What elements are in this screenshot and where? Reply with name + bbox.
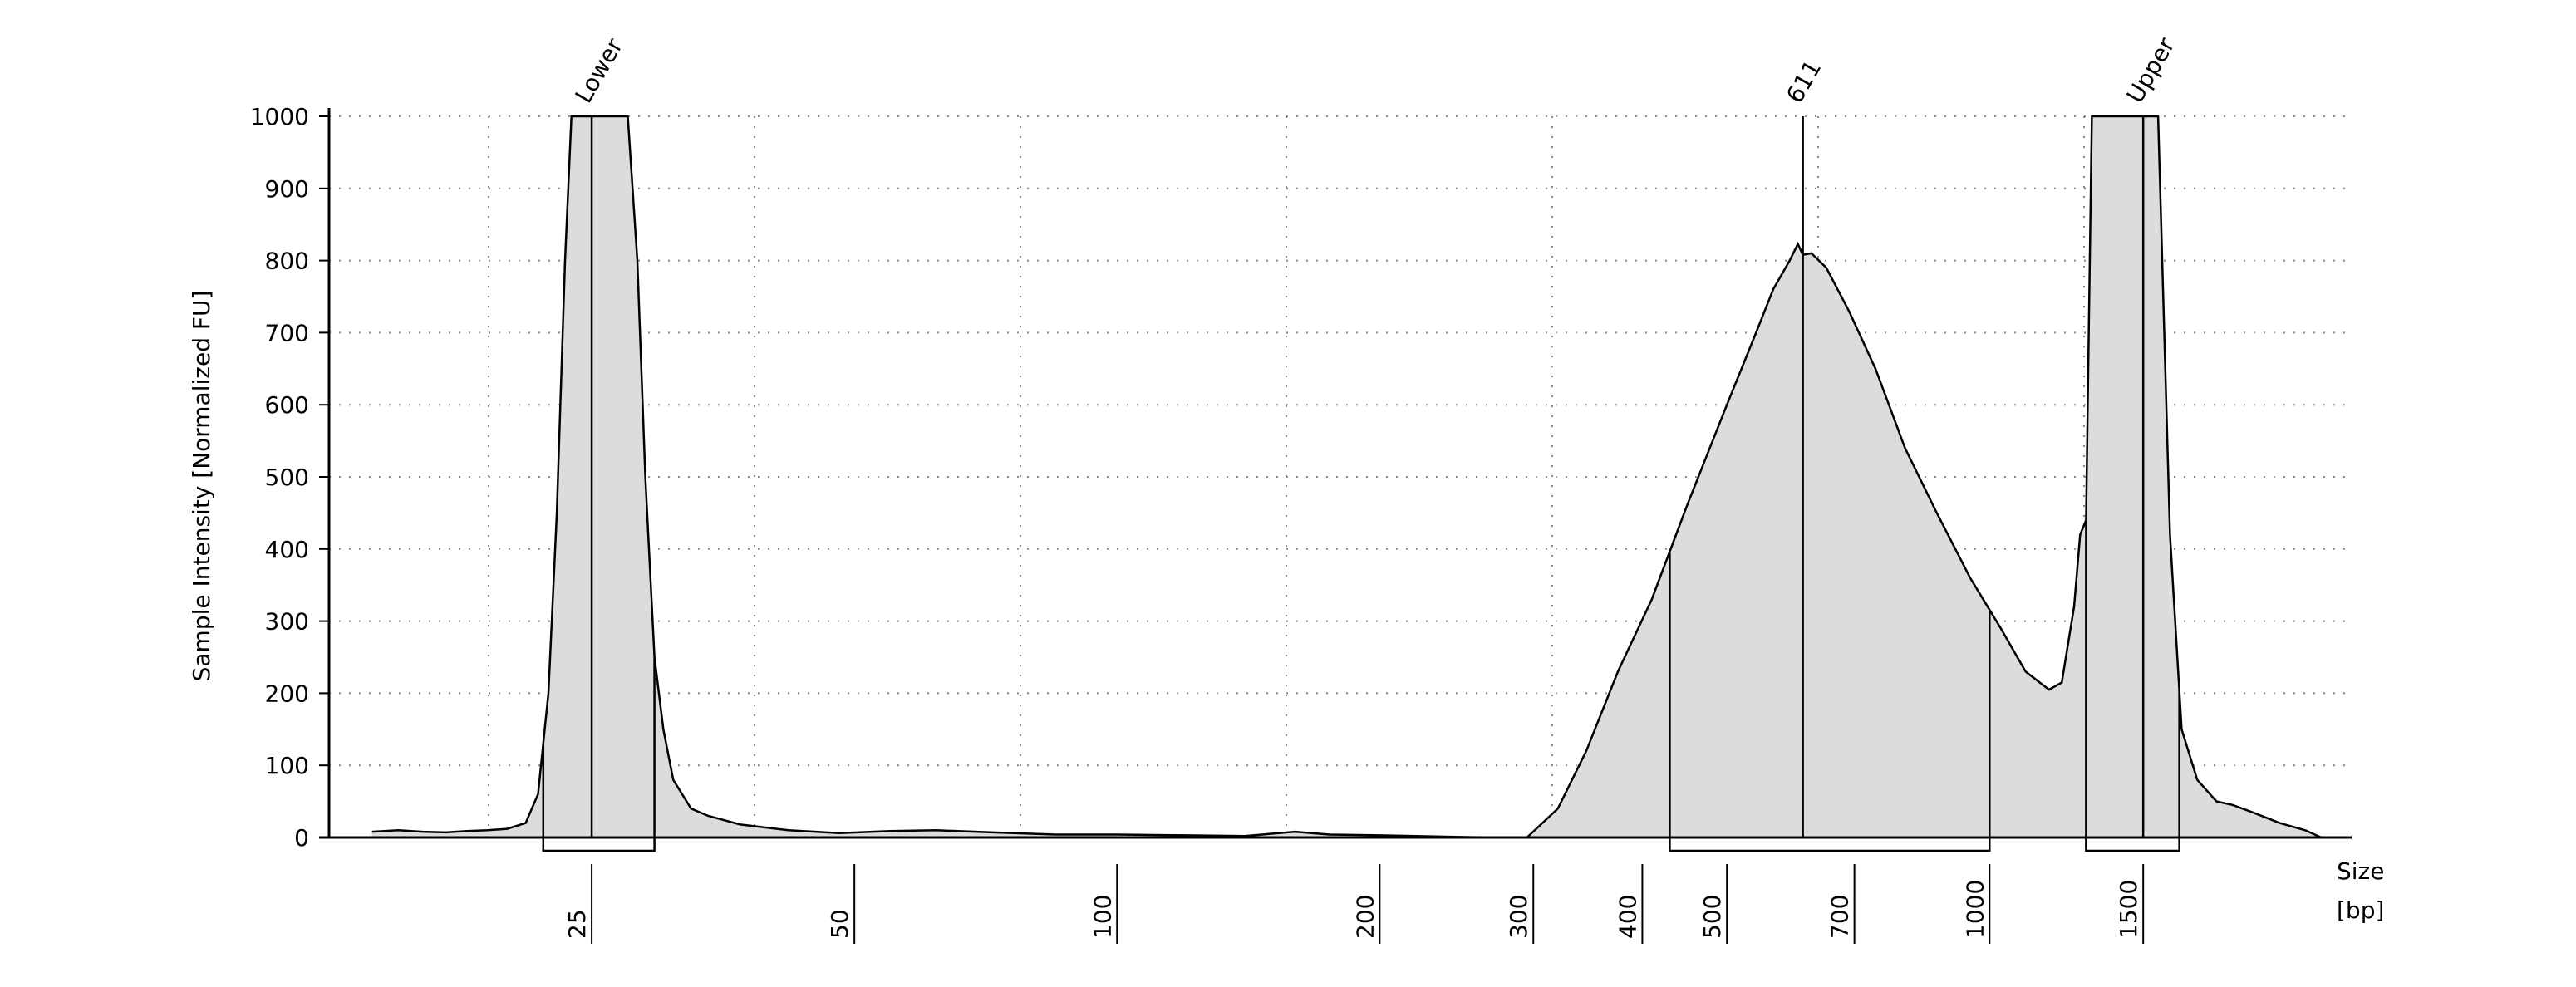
y-tick-label: 1000 <box>250 103 309 130</box>
x-tick-label: 400 <box>1614 895 1641 939</box>
y-tick-label: 500 <box>265 464 309 491</box>
peak-marker-label: 611 <box>1781 56 1826 108</box>
y-tick-label: 0 <box>294 824 309 852</box>
y-tick-label: 600 <box>265 391 309 419</box>
x-tick-label: 1000 <box>1961 880 1989 939</box>
y-axis-title: Sample Intensity [Normalized FU] <box>188 291 215 682</box>
x-tick-label: 1500 <box>2115 880 2142 939</box>
x-tick-label: 100 <box>1089 895 1116 939</box>
peak-marker-label: Upper <box>2121 32 2180 107</box>
region-boxes <box>542 520 2180 852</box>
y-tick-label: 300 <box>265 608 309 636</box>
peak-marker-label: Lower <box>570 33 629 108</box>
x-tick-label: 50 <box>826 909 853 939</box>
y-tick-label: 700 <box>265 319 309 346</box>
x-tick-label: 25 <box>563 909 591 939</box>
trace-fill <box>371 116 2322 837</box>
y-tick-label: 900 <box>265 175 309 203</box>
x-tick-label: 500 <box>1698 895 1726 939</box>
region-box <box>542 657 656 852</box>
x-tick-label: 300 <box>1505 895 1532 939</box>
region-box <box>1669 552 1991 852</box>
y-tick-label: 200 <box>265 680 309 707</box>
y-tick-label: 800 <box>265 248 309 275</box>
region-box <box>2085 520 2180 852</box>
y-tick-label: 400 <box>265 536 309 563</box>
y-tick-label: 100 <box>265 752 309 779</box>
x-axis-title-line2: [bp] <box>2337 896 2384 924</box>
x-axis-title-line1: Size <box>2337 857 2384 885</box>
x-tick-label: 200 <box>1351 895 1379 939</box>
x-tick-label: 700 <box>1826 895 1854 939</box>
axes: 0 100 200 300 400 500 600 700 800 900 1000 25 50 100 2… <box>250 103 2352 944</box>
